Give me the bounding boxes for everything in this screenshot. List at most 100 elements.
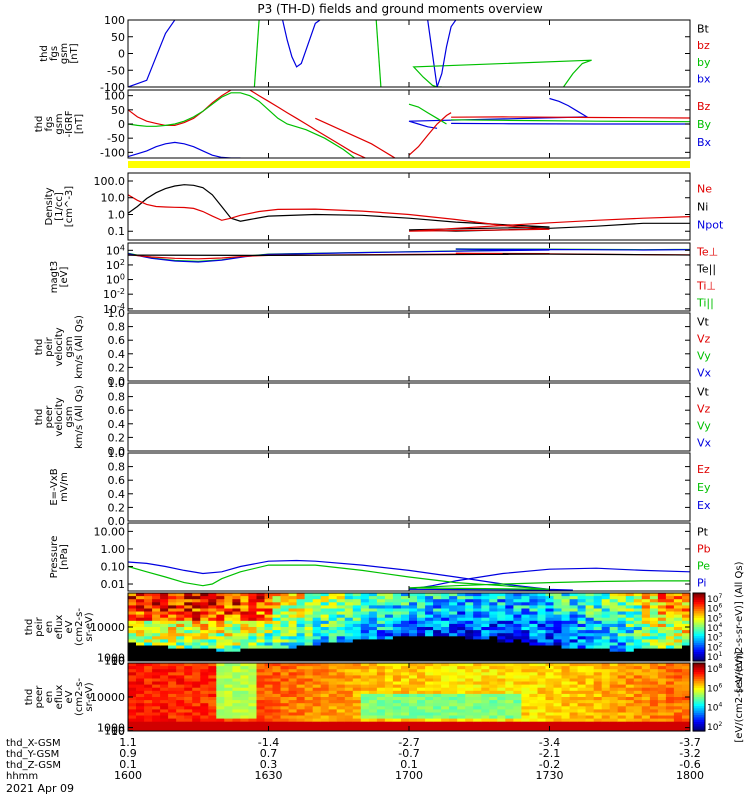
spectrogram-cell [176, 596, 185, 600]
spectrogram-cell [409, 687, 418, 692]
spectrogram-cell [521, 611, 530, 616]
spectrogram-cell [336, 596, 346, 600]
spectrogram-cell [625, 614, 635, 619]
spectrogram-cell [392, 608, 402, 613]
spectrogram-cell [256, 681, 266, 686]
spectrogram-cell [272, 630, 282, 634]
spectrogram-cell [312, 623, 322, 628]
spectrogram-cell [601, 693, 611, 698]
spectrogram-cell [497, 642, 506, 647]
spectrogram-cell [312, 684, 322, 689]
spectrogram-cell [352, 633, 362, 637]
legend-entry: Ti|| [696, 297, 714, 310]
spectrogram-cell [368, 636, 378, 640]
spectrogram-cell [449, 712, 458, 717]
spectrogram-cell [489, 651, 498, 656]
series-line-by3 [412, 59, 592, 87]
spectrogram-cell [617, 593, 627, 597]
spectrogram-cell [593, 700, 603, 704]
spectrogram-cell [200, 633, 209, 637]
spectrogram-cell [168, 693, 177, 698]
tick-label: 10000 [90, 621, 125, 634]
spectrogram-cell [352, 690, 362, 695]
spectrogram-cell [136, 669, 145, 673]
spectrogram-cell [473, 648, 482, 653]
spectrogram-cell [425, 608, 434, 613]
spectrogram-cell [168, 596, 177, 600]
spectrogram-cell [168, 681, 177, 686]
spectrogram-cell [473, 651, 482, 656]
spectrogram-cell [441, 630, 450, 634]
spectrogram-cell [224, 697, 233, 701]
spectrogram-cell [401, 645, 410, 650]
spectrogram-cell [144, 611, 153, 616]
spectrogram-cell [537, 651, 547, 656]
spectrogram-cell [192, 721, 201, 726]
colorbar-step [693, 615, 705, 619]
spectrogram-cell [529, 617, 538, 622]
x-axis-value: -1.4 [258, 736, 279, 749]
spectrogram-cell [682, 727, 690, 731]
spectrogram-cell [673, 697, 683, 701]
spectrogram-cell [160, 645, 169, 650]
spectrogram-cell [513, 611, 522, 616]
spectrogram-cell [152, 651, 161, 656]
spectrogram-cell [160, 596, 169, 600]
spectrogram-cell [256, 693, 266, 698]
spectrogram-cell [545, 639, 555, 644]
spectrogram-cell [320, 703, 330, 707]
spectrogram-cell [593, 611, 603, 616]
spectrogram-cell [144, 645, 153, 650]
spectrogram-cell [160, 675, 169, 680]
spectrogram-cell [200, 642, 209, 647]
tick-label: 100 [104, 655, 125, 668]
spectrogram-cell [665, 651, 675, 656]
spectrogram-cell [521, 605, 530, 610]
spectrogram-cell [352, 675, 362, 680]
spectrogram-cell [200, 724, 209, 729]
spectrogram-cell [376, 608, 386, 613]
spectrogram-cell [208, 672, 217, 676]
spectrogram-cell [625, 724, 635, 729]
spectrogram-cell [256, 675, 266, 680]
spectrogram-cell [256, 633, 266, 637]
spectrogram-cell [553, 614, 563, 619]
spectrogram-cell [232, 727, 241, 731]
spectrogram-cell [320, 715, 330, 720]
spectrogram-cell [633, 642, 643, 647]
spectrogram-cell [296, 681, 306, 686]
spectrogram-cell [601, 636, 611, 640]
spectrogram-cell [344, 697, 354, 701]
spectrogram-cell [457, 709, 466, 714]
spectrogram-cell [401, 690, 410, 695]
spectrogram-cell [553, 663, 563, 667]
colorbar-step [693, 595, 705, 599]
spectrogram-cell [272, 608, 282, 613]
spectrogram-cell [497, 596, 506, 600]
spectrogram-cell [200, 669, 209, 673]
spectrogram-cell [280, 715, 290, 720]
spectrogram-cell [312, 709, 322, 714]
spectrogram-cell [425, 669, 434, 673]
spectrogram-cell [352, 599, 362, 603]
spectrogram-cell [433, 727, 442, 731]
spectrogram-cell [641, 596, 651, 600]
spectrogram-cell [601, 614, 611, 619]
spectrogram-cell [296, 639, 306, 644]
spectrogram-cell [585, 627, 595, 631]
spectrogram-cell [352, 712, 362, 717]
spectrogram-cell [425, 706, 434, 710]
spectrogram-cell [609, 614, 619, 619]
spectrogram-cell [521, 703, 530, 707]
spectrogram-cell [152, 681, 161, 686]
spectrogram-cell [521, 693, 530, 698]
spectrogram-cell [320, 712, 330, 717]
spectrogram-cell [521, 657, 530, 661]
spectrogram-cell [449, 675, 458, 680]
spectrogram-cell [433, 709, 442, 714]
spectrogram-cell [585, 684, 595, 689]
spectrogram-cell [208, 687, 217, 692]
spectrogram [128, 663, 690, 731]
spectrogram-cell [553, 727, 563, 731]
